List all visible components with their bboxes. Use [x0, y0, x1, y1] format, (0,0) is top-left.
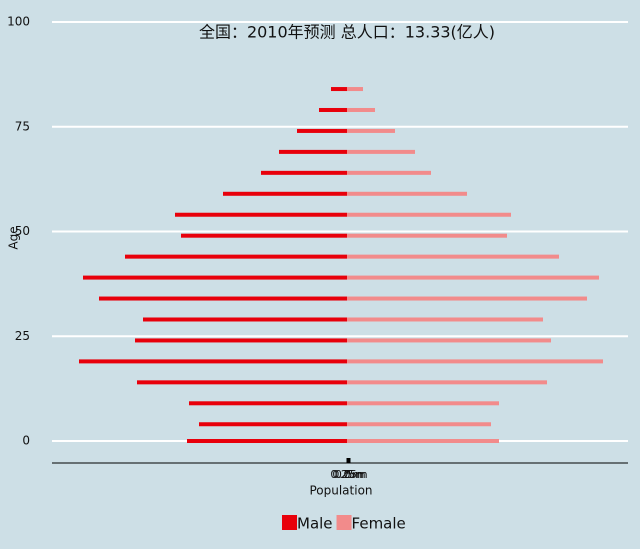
x-tick-label: 0.75m — [332, 468, 367, 481]
y-tick-label: 0 — [22, 434, 30, 448]
bar — [347, 191, 467, 196]
y-axis-label: Age — [7, 226, 21, 249]
bar — [187, 439, 347, 444]
bar — [175, 212, 347, 217]
y-tick-label: 25 — [15, 329, 30, 343]
chart-title: 全国：2010年预测 总人口：13.33(亿人) — [199, 23, 495, 42]
legend-swatch — [282, 515, 297, 530]
bar — [347, 296, 587, 301]
bar — [347, 212, 511, 217]
bar — [347, 275, 599, 280]
bar — [347, 87, 363, 92]
bar — [347, 338, 551, 343]
bar — [181, 233, 347, 238]
y-tick-label: 100 — [7, 15, 30, 29]
bar — [347, 107, 375, 112]
bar — [331, 87, 347, 92]
bar — [143, 317, 347, 322]
bar — [279, 149, 347, 154]
bar — [347, 149, 415, 154]
y-tick-label: 50 — [15, 224, 30, 238]
bar — [319, 107, 347, 112]
bar — [223, 191, 347, 196]
legend-label: Female — [352, 515, 406, 533]
y-tick-label: 75 — [15, 119, 30, 133]
bar — [347, 359, 603, 364]
bar — [99, 296, 347, 301]
bar — [347, 317, 543, 322]
bar — [83, 275, 347, 280]
x-axis-label: Population — [309, 484, 372, 498]
bar — [347, 401, 499, 406]
bar — [135, 338, 347, 343]
bar — [137, 380, 347, 385]
x-tick-label: 0 — [344, 468, 351, 481]
legend-label: Male — [297, 515, 333, 533]
bar — [347, 128, 395, 133]
bar — [347, 233, 507, 238]
bar — [347, 439, 499, 444]
bar — [347, 380, 547, 385]
bar — [261, 170, 347, 175]
bar — [199, 422, 347, 427]
bar — [79, 359, 347, 364]
bar — [297, 128, 347, 133]
x-tick-label: 0.5m — [335, 468, 363, 481]
x-tick-label: 0.25m — [330, 468, 365, 481]
legend-swatch — [336, 515, 352, 530]
bar — [347, 254, 559, 259]
bar — [347, 170, 431, 175]
bar — [189, 401, 347, 406]
bar — [125, 254, 347, 259]
bar — [347, 422, 491, 427]
